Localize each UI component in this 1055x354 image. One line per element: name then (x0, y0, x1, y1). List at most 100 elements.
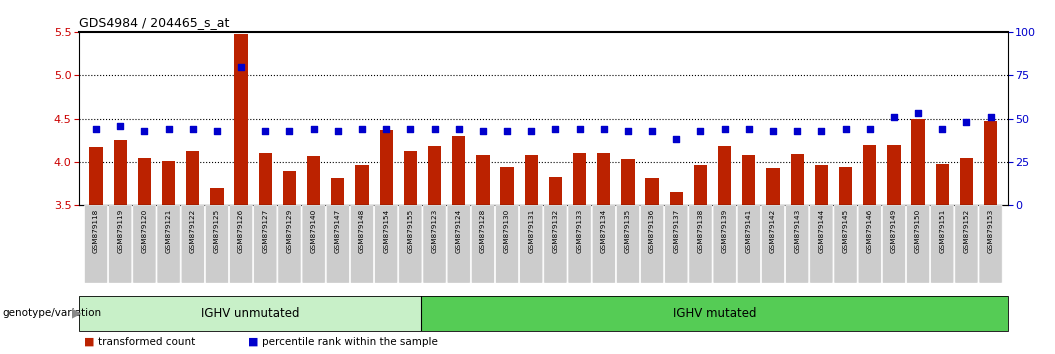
Text: GSM879152: GSM879152 (963, 209, 970, 253)
FancyBboxPatch shape (133, 205, 156, 283)
Point (378, 126, 395, 132)
FancyBboxPatch shape (979, 205, 1002, 283)
Point (644, 128, 660, 133)
Point (426, 126, 443, 132)
Text: GSM879137: GSM879137 (673, 209, 679, 253)
Point (281, 128, 298, 133)
Point (813, 128, 830, 133)
FancyBboxPatch shape (786, 205, 809, 283)
FancyBboxPatch shape (882, 205, 905, 283)
Text: GSM879145: GSM879145 (843, 209, 848, 253)
Text: GSM879128: GSM879128 (480, 209, 486, 253)
Text: GSM879138: GSM879138 (697, 209, 704, 253)
FancyBboxPatch shape (496, 205, 519, 283)
Point (112, 123, 129, 129)
Point (595, 126, 612, 132)
FancyBboxPatch shape (79, 296, 421, 331)
Bar (210, 188, 224, 205)
Bar (138, 158, 151, 205)
Bar (161, 161, 175, 205)
Text: GSM879149: GSM879149 (890, 209, 897, 253)
Bar (307, 156, 321, 205)
Text: GSM879123: GSM879123 (431, 209, 438, 253)
FancyBboxPatch shape (858, 205, 881, 283)
Point (329, 128, 346, 133)
Text: GDS4984 / 204465_s_at: GDS4984 / 204465_s_at (79, 16, 230, 29)
Bar (114, 140, 127, 205)
Point (499, 128, 516, 133)
FancyBboxPatch shape (955, 205, 978, 283)
Text: GSM879125: GSM879125 (214, 209, 219, 253)
Text: ▶: ▶ (72, 307, 81, 320)
Text: GSM879135: GSM879135 (625, 209, 631, 253)
FancyBboxPatch shape (253, 205, 276, 283)
Bar (234, 34, 248, 205)
FancyBboxPatch shape (375, 205, 398, 283)
Point (861, 126, 878, 132)
Bar (186, 151, 199, 205)
Point (523, 128, 540, 133)
FancyBboxPatch shape (109, 205, 132, 283)
Text: IGHV mutated: IGHV mutated (673, 307, 756, 320)
FancyBboxPatch shape (810, 205, 833, 283)
FancyBboxPatch shape (84, 205, 108, 283)
Point (741, 126, 757, 132)
Point (450, 126, 467, 132)
Bar (524, 155, 538, 205)
Bar (790, 154, 804, 205)
FancyBboxPatch shape (616, 205, 639, 283)
Bar (984, 121, 997, 205)
Point (716, 126, 733, 132)
Text: GSM879154: GSM879154 (383, 209, 389, 253)
Point (256, 128, 273, 133)
Text: GSM879139: GSM879139 (722, 209, 728, 253)
FancyBboxPatch shape (713, 205, 736, 283)
Text: percentile rank within the sample: percentile rank within the sample (262, 337, 438, 347)
FancyBboxPatch shape (181, 205, 205, 283)
FancyBboxPatch shape (421, 296, 1008, 331)
FancyBboxPatch shape (472, 205, 495, 283)
Point (837, 126, 853, 132)
FancyBboxPatch shape (592, 205, 615, 283)
Text: GSM879129: GSM879129 (287, 209, 292, 253)
Bar (863, 145, 877, 205)
FancyBboxPatch shape (423, 205, 446, 283)
Point (305, 126, 322, 132)
Bar (621, 159, 635, 205)
Text: genotype/variation: genotype/variation (2, 308, 101, 318)
Text: GSM879119: GSM879119 (117, 209, 123, 253)
FancyBboxPatch shape (906, 205, 929, 283)
Bar (670, 192, 683, 205)
Point (934, 126, 951, 132)
Point (885, 114, 902, 120)
Text: GSM879122: GSM879122 (190, 209, 196, 253)
Bar (694, 165, 707, 205)
Text: GSM879133: GSM879133 (577, 209, 582, 253)
Text: GSM879151: GSM879151 (939, 209, 945, 253)
Bar (404, 151, 417, 205)
Text: GSM879153: GSM879153 (987, 209, 994, 253)
FancyBboxPatch shape (447, 205, 471, 283)
FancyBboxPatch shape (206, 205, 229, 283)
Text: GSM879126: GSM879126 (238, 209, 244, 253)
Text: GSM879140: GSM879140 (310, 209, 316, 253)
Text: GSM879127: GSM879127 (263, 209, 268, 253)
Point (402, 126, 419, 132)
Bar (573, 153, 587, 205)
FancyBboxPatch shape (277, 205, 301, 283)
FancyBboxPatch shape (157, 205, 180, 283)
Point (571, 126, 588, 132)
FancyBboxPatch shape (399, 205, 422, 283)
Point (160, 126, 177, 132)
Text: GSM879130: GSM879130 (504, 209, 510, 253)
Point (353, 126, 370, 132)
Point (765, 128, 782, 133)
Bar (500, 167, 514, 205)
Bar (742, 155, 755, 205)
Point (546, 126, 563, 132)
FancyBboxPatch shape (689, 205, 712, 283)
Text: GSM879118: GSM879118 (93, 209, 99, 253)
Point (958, 119, 975, 125)
Point (909, 110, 926, 116)
FancyBboxPatch shape (543, 205, 567, 283)
